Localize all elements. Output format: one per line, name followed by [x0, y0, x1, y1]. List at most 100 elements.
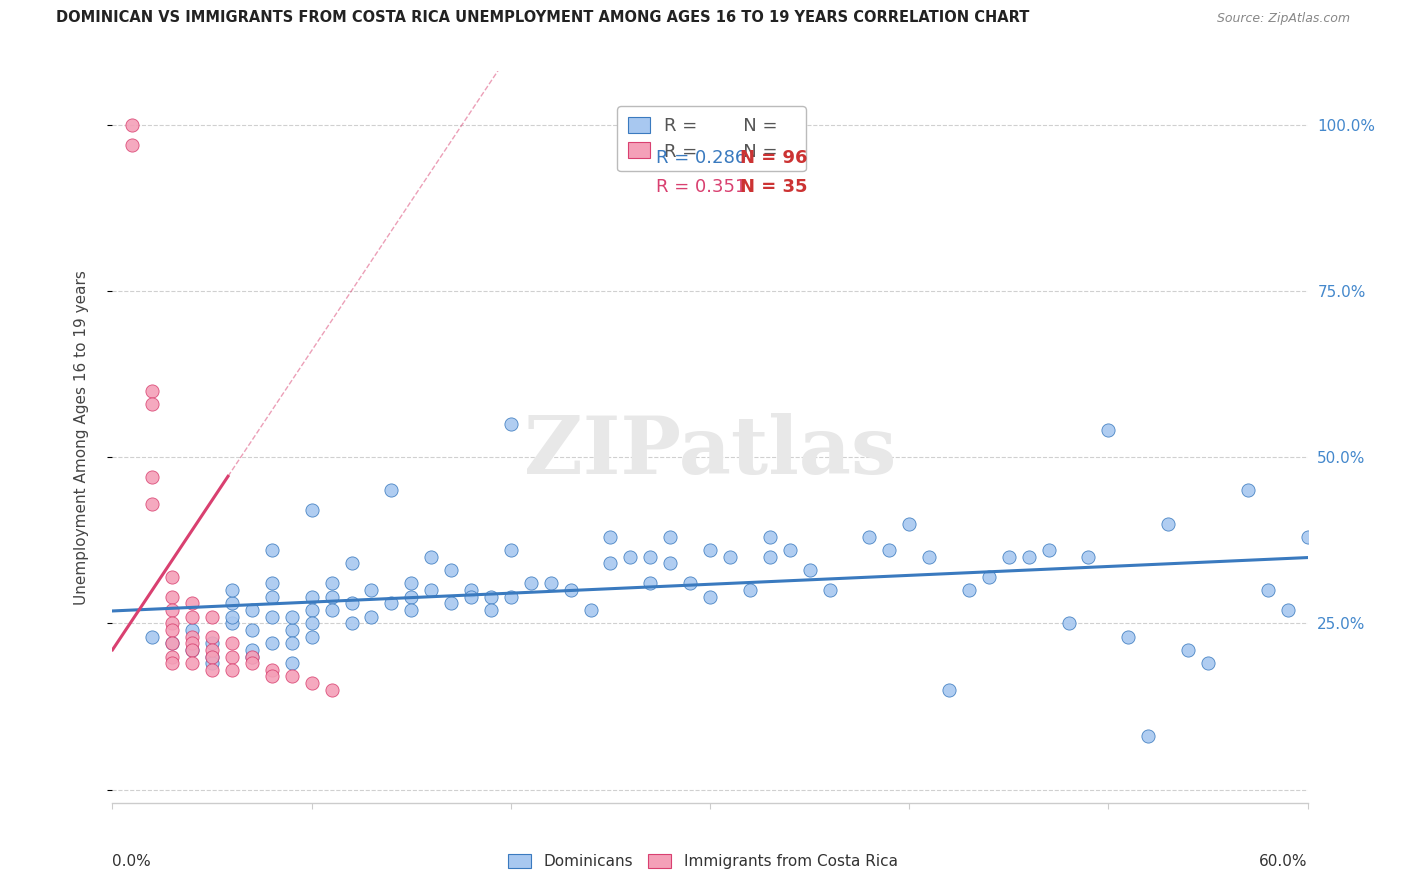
Point [240, 603, 263, 617]
Point [659, 557, 682, 571]
Text: N = 35: N = 35 [740, 178, 807, 196]
Point [260, 636, 283, 650]
Point [141, 397, 163, 411]
Point [201, 643, 224, 657]
Point [1177, 643, 1199, 657]
Point [221, 582, 243, 597]
Text: R = 0.286: R = 0.286 [655, 150, 747, 168]
Point [1237, 483, 1260, 498]
Point [460, 582, 482, 597]
Point [479, 590, 502, 604]
Point [221, 609, 243, 624]
Point [1118, 630, 1140, 644]
Point [240, 656, 263, 670]
Point [1197, 656, 1219, 670]
Point [141, 630, 163, 644]
Point [401, 603, 423, 617]
Point [1038, 543, 1060, 558]
Point [340, 616, 363, 631]
Point [499, 590, 522, 604]
Point [420, 549, 443, 564]
Text: 60.0%: 60.0% [1260, 854, 1308, 869]
Point [938, 682, 960, 697]
Point [520, 576, 543, 591]
Point [640, 576, 662, 591]
Point [401, 576, 423, 591]
Point [1077, 549, 1099, 564]
Point [201, 609, 224, 624]
Point [321, 682, 343, 697]
Point [281, 609, 304, 624]
Point [181, 596, 204, 610]
Point [181, 630, 204, 644]
Point [440, 596, 463, 610]
Text: Source: ZipAtlas.com: Source: ZipAtlas.com [1216, 12, 1350, 25]
Point [1277, 603, 1299, 617]
Point [141, 497, 163, 511]
Point [181, 609, 204, 624]
Point [121, 137, 143, 152]
Point [479, 603, 502, 617]
Point [240, 649, 263, 664]
Point [141, 384, 163, 398]
Point [162, 623, 183, 637]
Point [799, 563, 821, 577]
Point [221, 649, 243, 664]
Point [181, 643, 204, 657]
Legend: R =        N =   , R =        N =   : R = N = , R = N = [617, 106, 806, 171]
Point [162, 656, 183, 670]
Point [260, 543, 283, 558]
Point [599, 557, 621, 571]
Point [659, 530, 682, 544]
Point [321, 590, 343, 604]
Point [281, 669, 304, 683]
Point [380, 483, 402, 498]
Point [141, 470, 163, 484]
Point [699, 543, 721, 558]
Point [281, 623, 304, 637]
Point [1057, 616, 1080, 631]
Point [201, 630, 224, 644]
Point [340, 596, 363, 610]
Point [560, 582, 582, 597]
Point [301, 616, 323, 631]
Point [1296, 530, 1319, 544]
Point [260, 576, 283, 591]
Point [499, 543, 522, 558]
Point [260, 663, 283, 677]
Point [260, 590, 283, 604]
Point [201, 636, 224, 650]
Point [301, 676, 323, 690]
Text: R = 0.351: R = 0.351 [655, 178, 747, 196]
Point [679, 576, 702, 591]
Point [540, 576, 562, 591]
Point [162, 590, 183, 604]
Point [221, 596, 243, 610]
Y-axis label: Unemployment Among Ages 16 to 19 years: Unemployment Among Ages 16 to 19 years [75, 269, 89, 605]
Point [221, 663, 243, 677]
Point [619, 549, 641, 564]
Point [699, 590, 721, 604]
Point [321, 576, 343, 591]
Point [181, 636, 204, 650]
Point [998, 549, 1021, 564]
Point [977, 570, 1000, 584]
Point [1097, 424, 1119, 438]
Point [440, 563, 463, 577]
Point [221, 616, 243, 631]
Point [818, 582, 841, 597]
Point [759, 549, 782, 564]
Point [1257, 582, 1279, 597]
Text: 0.0%: 0.0% [112, 854, 152, 869]
Point [957, 582, 980, 597]
Point [599, 530, 621, 544]
Text: N = 96: N = 96 [740, 150, 807, 168]
Point [898, 516, 921, 531]
Point [162, 636, 183, 650]
Point [201, 663, 224, 677]
Point [420, 582, 443, 597]
Point [181, 623, 204, 637]
Point [281, 636, 304, 650]
Point [759, 530, 782, 544]
Point [360, 582, 382, 597]
